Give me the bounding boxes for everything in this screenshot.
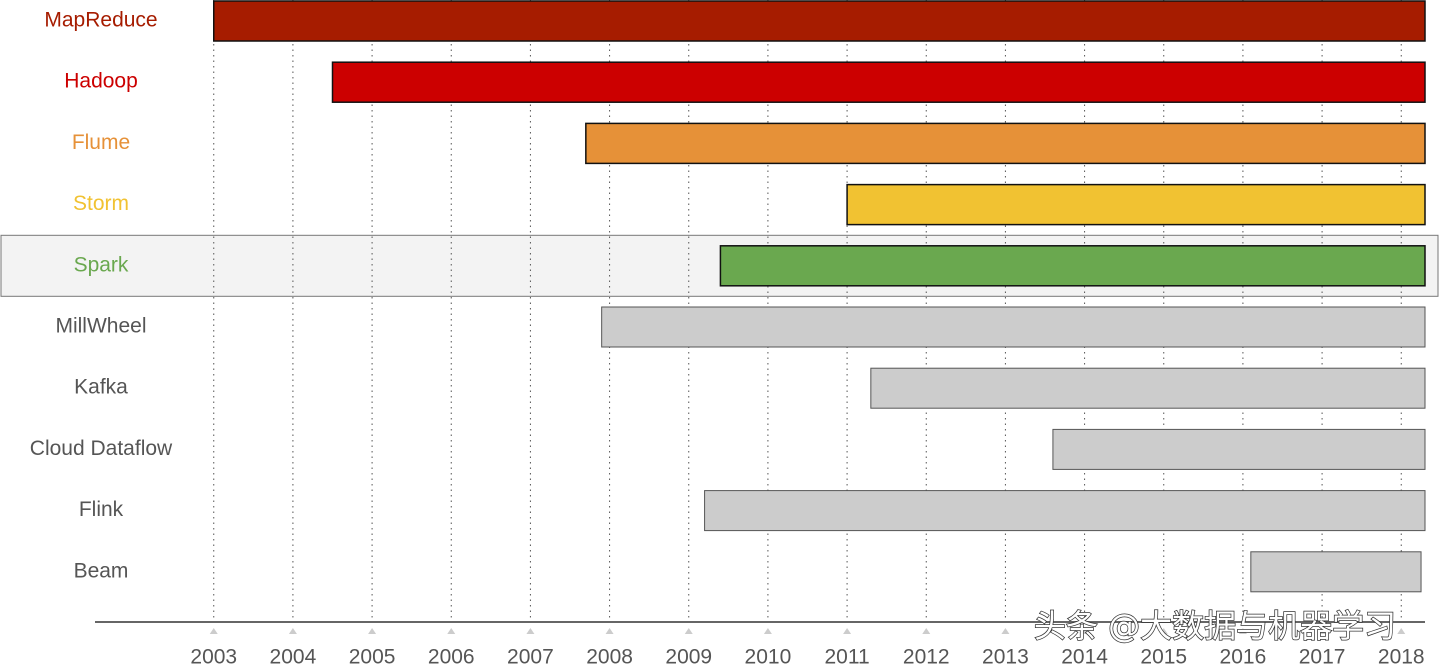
watermark: 头条 @大数据与机器学习 [1034,607,1396,645]
bar [719,245,1426,287]
row-label: Beam [74,559,129,582]
x-tick-label: 2004 [270,646,317,666]
tick-mark [605,628,614,634]
row-label: Spark [74,253,129,276]
row-label: Flume [72,131,130,154]
bar [704,490,1426,532]
tick-mark [763,628,772,634]
tick-mark [209,628,218,634]
tick-mark [1080,628,1089,634]
tick-mark [288,628,297,634]
row-label: Storm [73,192,129,215]
row-label: Flink [79,498,124,521]
bar [870,367,1426,409]
row-label: Hadoop [64,70,138,93]
tick-mark [1397,628,1406,634]
x-tick-label: 2018 [1378,646,1425,666]
bar [331,61,1426,103]
x-tick-label: 2003 [190,646,237,666]
bar [1052,428,1426,470]
row-label: MillWheel [55,315,146,338]
tick-mark [1318,628,1327,634]
bar [846,183,1426,226]
tick-mark [1238,628,1247,634]
x-tick-label: 2016 [1220,646,1267,666]
x-tick-label: 2011 [824,646,869,666]
x-tick-label: 2012 [903,646,950,666]
bar [585,122,1426,165]
tick-mark [368,628,377,634]
x-tick-label: 2017 [1299,646,1346,666]
row-label: MapReduce [44,9,157,32]
axis: 2003 2004 2005 2006 2007 2008 2009 2010 2011 2012… [95,621,1425,666]
x-tick-label: 2007 [507,646,554,666]
x-tick-label: 2008 [586,646,633,666]
row-label: Kafka [74,376,128,399]
x-tick-label: 2014 [1061,646,1108,666]
x-tick-label: 2009 [665,646,712,666]
x-tick-label: 2015 [1140,646,1187,666]
tick-mark [526,628,535,634]
tick-mark [447,628,456,634]
rows: MapReduce Hadoop Flume Storm Spark MillWheel K… [30,0,1426,593]
tick-mark [922,628,931,634]
x-tick-label: 2013 [982,646,1029,666]
bar [601,306,1426,348]
tick-mark [684,628,693,634]
tick-mark [1159,628,1168,634]
x-tick-label: 2006 [428,646,475,666]
x-tick-label: 2005 [349,646,396,666]
tick-mark [843,628,852,634]
row-label: Cloud Dataflow [30,437,173,460]
bar [213,0,1426,42]
tick-mark [1001,628,1010,634]
bar [1250,551,1422,593]
x-tick-label: 2010 [745,646,792,666]
